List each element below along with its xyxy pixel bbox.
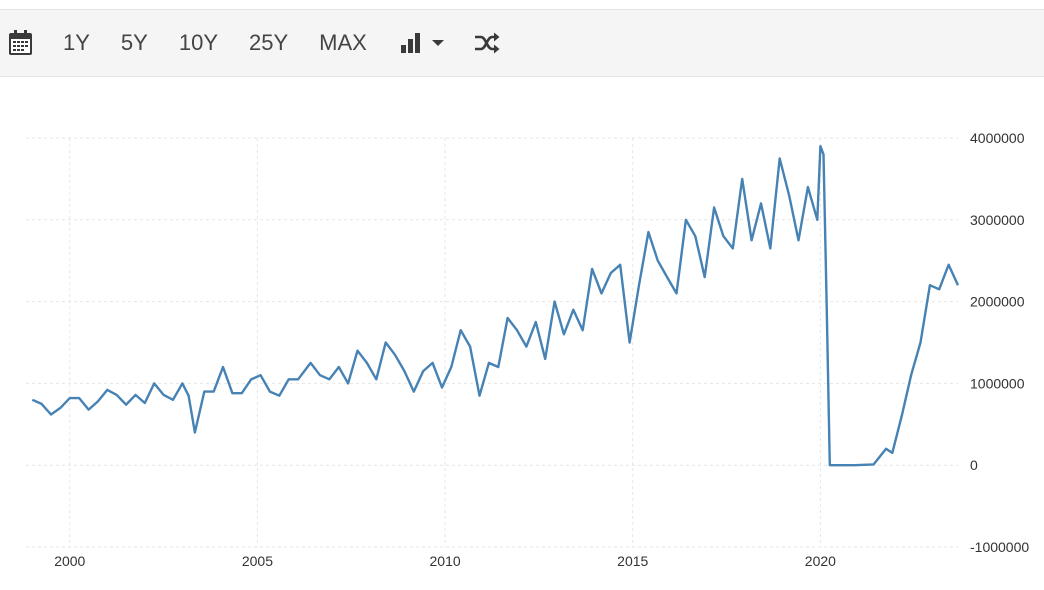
x-tick-label: 2005 xyxy=(242,553,273,569)
x-tick-label: 2020 xyxy=(805,553,836,569)
range-1y-button[interactable]: 1Y xyxy=(63,30,90,55)
range-max-button[interactable]: MAX xyxy=(319,30,367,55)
x-tick-label: 2000 xyxy=(54,553,85,569)
y-tick-label: 3000000 xyxy=(970,212,1025,228)
y-tick-label: 2000000 xyxy=(970,294,1025,310)
chart-toolbar: 1Y 5Y 10Y 25Y MAX xyxy=(0,9,1044,77)
chart-area: 4000000 3000000 2000000 1000000 0 -1000000 20… xyxy=(0,76,1044,585)
line-chart[interactable]: 4000000 3000000 2000000 1000000 0 -1000000 20… xyxy=(0,76,1044,585)
x-axis-labels: 2000 2005 2010 2015 2020 xyxy=(54,553,836,569)
range-5y-button[interactable]: 5Y xyxy=(120,30,148,55)
bar-chart-icon xyxy=(400,33,420,53)
range-10y-button[interactable]: 10Y xyxy=(178,30,218,55)
y-tick-label: -1000000 xyxy=(970,539,1029,555)
calendar-icon-svg xyxy=(9,30,32,55)
y-tick-label: 1000000 xyxy=(970,375,1025,391)
x-tick-label: 2015 xyxy=(617,553,648,569)
chevron-down-icon xyxy=(431,40,444,46)
shuffle-icon xyxy=(474,32,500,54)
calendar-icon[interactable] xyxy=(8,30,33,56)
chart-type-dropdown[interactable] xyxy=(400,32,444,54)
y-tick-label: 4000000 xyxy=(970,130,1025,146)
data-series-line[interactable] xyxy=(31,145,960,467)
x-gridlines xyxy=(69,138,821,547)
y-axis-labels: 4000000 3000000 2000000 1000000 0 -1000000 xyxy=(970,130,1029,555)
x-tick-label: 2010 xyxy=(430,553,461,569)
range-25y-button[interactable]: 25Y xyxy=(249,30,289,55)
compare-button[interactable] xyxy=(474,32,500,54)
y-tick-label: 0 xyxy=(970,457,978,473)
